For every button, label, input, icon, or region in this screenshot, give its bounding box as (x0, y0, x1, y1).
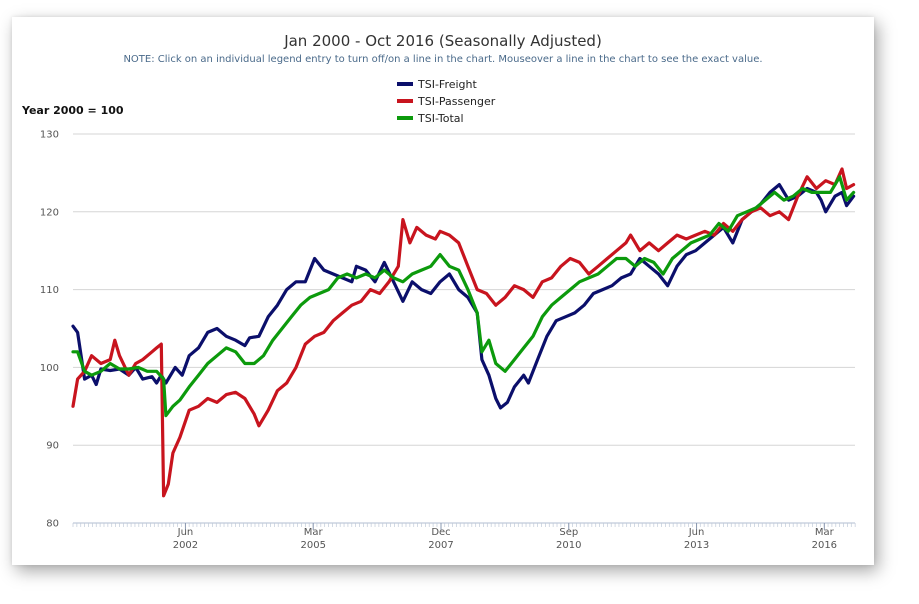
y-tick-label: 80 (46, 519, 59, 530)
series-line-tsi-total[interactable] (71, 175, 856, 418)
series-line-tsi-freight[interactable] (71, 183, 856, 410)
x-tick-month: Jun (688, 527, 705, 538)
x-tick-year: 2013 (684, 540, 709, 551)
chart-note: NOTE: Click on an individual legend entr… (123, 54, 762, 65)
legend-item-tsi-freight[interactable]: TSI-Freight (397, 78, 478, 91)
x-tick-month: Mar (304, 527, 324, 538)
x-tick-year: 2007 (428, 540, 453, 551)
x-tick-month: Dec (431, 527, 450, 538)
x-tick-month: Sep (559, 527, 578, 538)
series-line-tsi-passenger[interactable] (71, 167, 856, 498)
y-tick-label: 130 (40, 130, 59, 141)
y-tick-label: 110 (40, 285, 59, 296)
legend-label: TSI-Passenger (417, 95, 496, 108)
legend-label: TSI-Total (417, 112, 464, 125)
y-tick-label: 120 (40, 207, 59, 218)
y-axis-label: Year 2000 = 100 (21, 104, 124, 117)
line-chart: Jan 2000 - Oct 2016 (Seasonally Adjusted… (21, 32, 856, 551)
x-tick-year: 2016 (812, 540, 837, 551)
chart-title: Jan 2000 - Oct 2016 (Seasonally Adjusted… (283, 32, 602, 50)
x-tick-year: 2010 (556, 540, 581, 551)
legend-item-tsi-total[interactable]: TSI-Total (397, 112, 464, 125)
series-lines (71, 167, 856, 498)
x-tick-year: 2005 (300, 540, 325, 551)
legend-label: TSI-Freight (417, 78, 478, 91)
x-tick-month: Jun (177, 527, 194, 538)
legend: TSI-Freight TSI-Passenger TSI-Total (397, 78, 496, 125)
chart-card: Jan 2000 - Oct 2016 (Seasonally Adjusted… (12, 17, 874, 565)
x-tick-month: Mar (815, 527, 835, 538)
y-tick-label: 100 (40, 363, 59, 374)
x-tick-year: 2002 (173, 540, 198, 551)
legend-item-tsi-passenger[interactable]: TSI-Passenger (397, 95, 496, 108)
x-axis: Jun 2002 Mar 2005 Dec 2007 Sep 2010 Jun 2013 Mar 20… (72, 522, 856, 551)
y-tick-label: 90 (46, 441, 59, 452)
